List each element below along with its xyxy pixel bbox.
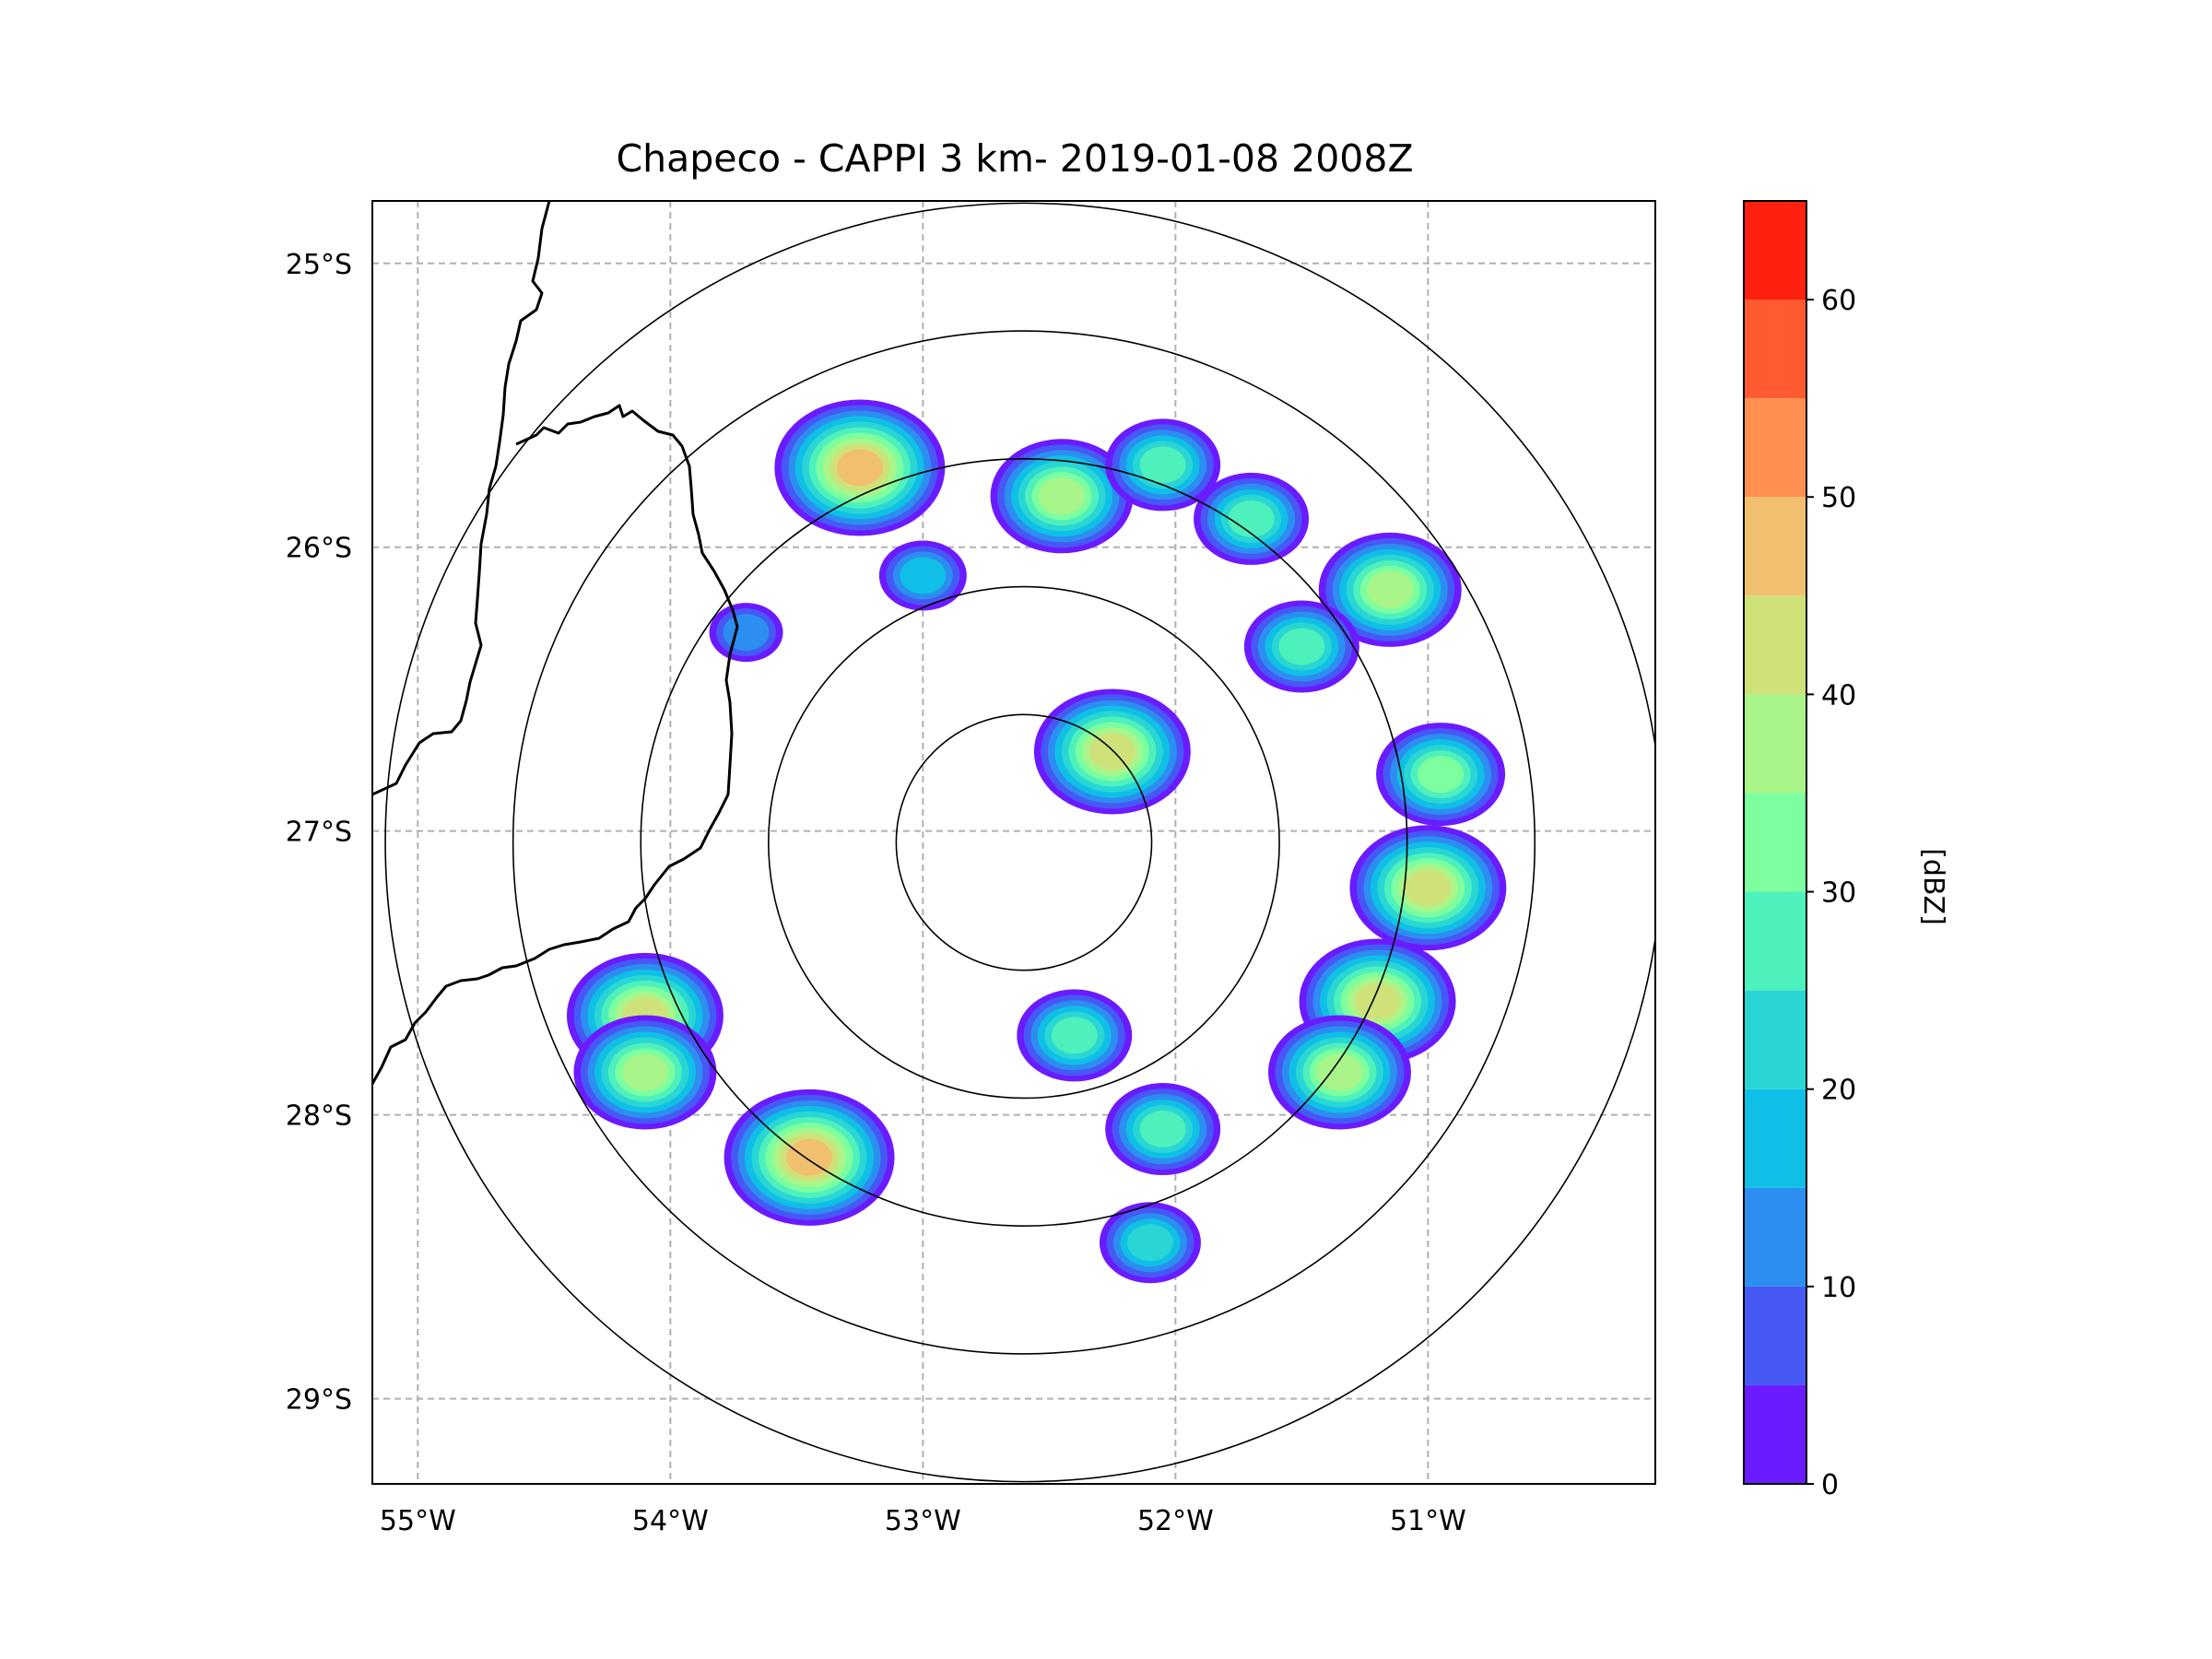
- echo-cell: [1017, 989, 1133, 1082]
- colorbar-tick-label: 30: [1821, 877, 1856, 910]
- colorbar-band: [1744, 201, 1806, 300]
- echo-cell: [709, 603, 783, 663]
- colorbar-tick-label: 50: [1821, 482, 1856, 514]
- reflectivity-echoes: [566, 399, 1507, 1284]
- echo-contour: [900, 557, 947, 594]
- latitude-tick-labels: 25°S 26°S 27°S 28°S 29°S: [286, 249, 352, 1417]
- echo-cell: [1318, 532, 1462, 647]
- lat-tick-label: 29°S: [286, 1384, 352, 1417]
- range-ring: [384, 202, 1655, 1483]
- colorbar-band: [1744, 1384, 1806, 1484]
- lat-tick-label: 28°S: [286, 1100, 352, 1133]
- echo-contour: [1405, 869, 1452, 907]
- echo-cell: [1105, 418, 1221, 512]
- echo-contour: [1126, 1224, 1173, 1262]
- colorbar-tick-label: 40: [1821, 679, 1856, 712]
- echo-cell: [1267, 1015, 1411, 1130]
- echo-contour: [1228, 500, 1275, 537]
- range-ring: [895, 713, 1153, 971]
- echo-cell: [1105, 1083, 1221, 1176]
- lon-tick-label: 54°W: [632, 1505, 709, 1537]
- map-frame: [371, 200, 1656, 1485]
- colorbar-tick-label: 20: [1821, 1075, 1856, 1107]
- echo-cell: [1194, 472, 1310, 565]
- lon-tick-label: 51°W: [1390, 1505, 1466, 1537]
- echo-cell: [878, 540, 967, 611]
- colorbar-frame: [1743, 200, 1807, 1485]
- echo-cell: [1033, 688, 1191, 815]
- echo-contour: [836, 449, 883, 487]
- gridlines: [372, 201, 1655, 1484]
- colorbar-bands: [1744, 201, 1806, 1484]
- range-ring: [640, 458, 1408, 1227]
- lat-tick-label: 25°S: [286, 249, 352, 281]
- map-area: [372, 201, 1655, 1484]
- colorbar-band: [1744, 1187, 1806, 1287]
- colorbar-band: [1744, 990, 1806, 1089]
- colorbar-band: [1744, 1088, 1806, 1188]
- colorbar-band: [1744, 891, 1806, 991]
- range-ring: [512, 330, 1536, 1355]
- echo-cell: [573, 1015, 717, 1130]
- echo-contour: [1354, 982, 1401, 1020]
- colorbar-band: [1744, 793, 1806, 892]
- echo-contour: [1316, 1053, 1363, 1091]
- echo-contour: [1088, 733, 1135, 771]
- echo-contour: [1367, 571, 1414, 608]
- colorbar-tick-label: 10: [1821, 1272, 1856, 1304]
- colorbar-band: [1744, 1286, 1806, 1385]
- colorbar-tick-label: 0: [1821, 1469, 1839, 1501]
- range-ring: [768, 585, 1280, 1100]
- range-rings: [384, 202, 1655, 1483]
- colorbar-band: [1744, 398, 1806, 498]
- echo-cell: [990, 439, 1134, 554]
- lat-tick-label: 26°S: [286, 533, 352, 565]
- echo-cell: [1349, 825, 1507, 951]
- political-border: [372, 201, 739, 1085]
- echo-contour: [786, 1138, 833, 1176]
- lon-tick-label: 53°W: [885, 1505, 961, 1537]
- echo-contour: [621, 1053, 668, 1091]
- colorbar-band: [1744, 300, 1806, 399]
- echo-contour: [1418, 756, 1465, 794]
- colorbar-band: [1744, 497, 1806, 596]
- lat-tick-label: 27°S: [286, 817, 352, 849]
- echo-contour: [1051, 1017, 1098, 1054]
- echo-contour: [1039, 477, 1086, 515]
- colorbar-band: [1744, 595, 1806, 695]
- lon-tick-label: 55°W: [380, 1505, 456, 1537]
- echo-contour: [1139, 446, 1186, 484]
- echo-contour: [723, 614, 770, 652]
- colorbar: 0 10 20 30 40 50 60 [dBZ]: [1743, 200, 1949, 1501]
- plot-title: Chapeco - CAPPI 3 km- 2019-01-08 2008Z: [616, 136, 1413, 181]
- colorbar-band: [1744, 694, 1806, 794]
- echo-contour: [1139, 1111, 1186, 1148]
- longitude-tick-labels: 55°W 54°W 53°W 52°W 51°W: [380, 1505, 1466, 1537]
- colorbar-ticks: 0 10 20 30 40 50 60: [1806, 285, 1856, 1501]
- colorbar-label: [dBZ]: [1917, 848, 1949, 925]
- echo-cell: [1376, 723, 1506, 827]
- lon-tick-label: 52°W: [1137, 1505, 1214, 1537]
- colorbar-tick-label: 60: [1821, 285, 1856, 317]
- echo-cell: [1099, 1202, 1201, 1284]
- echo-contour: [1278, 628, 1325, 665]
- echo-cell: [774, 399, 946, 536]
- echo-cell: [1243, 600, 1359, 693]
